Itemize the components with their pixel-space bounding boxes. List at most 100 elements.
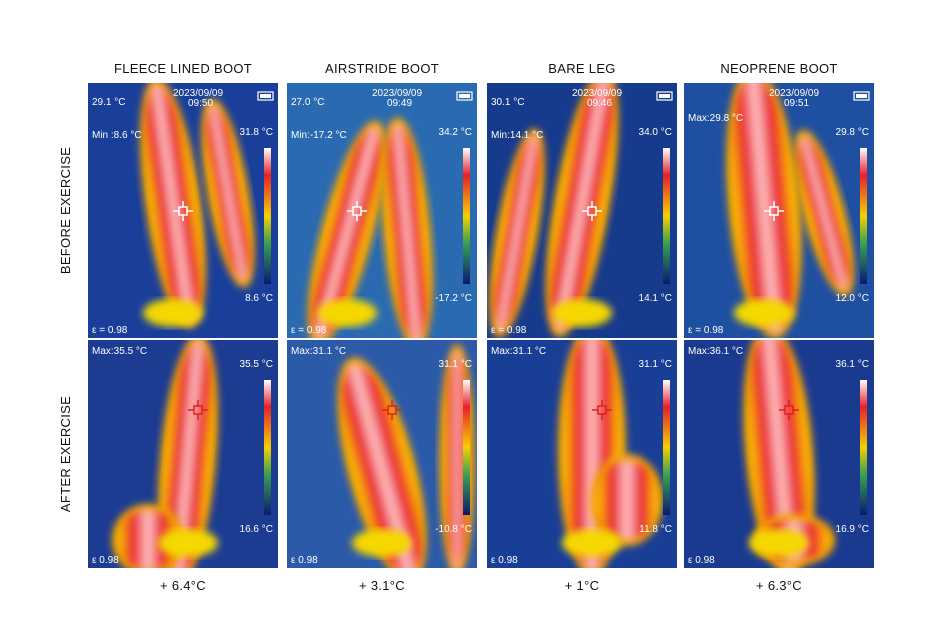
date: 2023/09/09 [173,88,223,99]
leg-core [494,134,540,332]
leg-core [732,83,796,333]
stat: Max:35.5 °C [92,346,147,357]
scale-min: 12.0 °C [836,293,869,304]
leg-core [445,350,469,568]
stat: Max:29.8 °C [688,113,743,124]
reading: 30.1 °C [491,97,524,108]
leg-core [386,123,428,338]
scale-max: 31.1 °C [639,359,672,370]
leg-core [798,135,850,291]
color-scale [860,148,867,284]
temperature-change: + 1°C [565,578,600,593]
emissivity: ε = 0.98 [491,325,527,336]
column-title: AIRSTRIDE BOOT [325,61,439,76]
row-label: AFTER EXERCISE [58,396,73,512]
reading: 29.1 °C [92,97,125,108]
time: 09:50 [188,98,213,109]
scale-min: -10.8 °C [435,524,472,535]
leg-core [206,104,250,282]
column-title: NEOPRENE BOOT [720,61,837,76]
color-scale [264,380,271,515]
battery-level [659,94,670,98]
battery [456,91,473,101]
crosshair-lines [382,400,402,420]
date: 2023/09/09 [572,88,622,99]
crosshair-lines [592,400,612,420]
time: 09:46 [587,98,612,109]
hoof [749,529,809,557]
color-scale [264,148,271,284]
leg-core [145,84,201,322]
battery-level [459,94,470,98]
hoof [143,299,203,327]
crosshair-lines [582,201,602,221]
battery [257,91,274,101]
image-content [287,83,477,338]
leg-core [550,83,614,332]
crosshair-lines [347,201,367,221]
column-title: FLEECE LINED BOOT [114,61,252,76]
thermal-image: Max:31.1 °C 31.1 °C 11.8 °C ε 0.98 [487,340,677,568]
hoof [158,529,218,557]
emissivity: ε = 0.98 [291,325,327,336]
hoof [352,529,412,557]
color-scale [663,380,670,515]
reading: 27.0 °C [291,97,324,108]
date: 2023/09/09 [769,88,819,99]
emissivity: ε 0.98 [92,555,119,566]
scale-max: 34.2 °C [439,127,472,138]
scale-min: 11.8 °C [639,524,672,535]
image-content [88,83,278,338]
emissivity: ε 0.98 [688,555,715,566]
color-scale [463,148,470,284]
scale-max: 34.0 °C [639,127,672,138]
hoof [552,299,612,327]
scale-min: 16.6 °C [240,524,273,535]
image-content [88,340,278,568]
thermal-image: Max:35.5 °C 35.5 °C 16.6 °C ε 0.98 [88,340,278,568]
temperature-change: + 6.3°C [756,578,802,593]
temperature-change: + 3.1°C [359,578,405,593]
crosshair-lines [764,201,784,221]
scale-max: 35.5 °C [240,359,273,370]
scale-min: 16.9 °C [836,524,869,535]
leg-core [597,460,657,540]
crosshair-lines [779,400,799,420]
stat: Max:31.1 °C [491,346,546,357]
stat: Min:-17.2 °C [291,130,347,141]
image-content [487,340,677,568]
scale-max: 29.8 °C [836,127,869,138]
color-scale [463,380,470,515]
hoof [562,529,622,557]
leg-core [312,126,382,338]
temperature-change: + 6.4°C [160,578,206,593]
row-label: BEFORE EXERCISE [58,147,73,274]
image-content [684,340,874,568]
stat: Max:31.1 °C [291,346,346,357]
crosshair-lines [188,400,208,420]
thermal-image: Max:31.1 °C 31.1 °C -10.8 °C ε 0.98 [287,340,477,568]
scale-min: -17.2 °C [435,293,472,304]
hoof [317,299,377,327]
battery-level [856,94,867,98]
emissivity: ε = 0.98 [688,325,724,336]
column-title: BARE LEG [548,61,615,76]
emissivity: ε = 0.98 [92,325,128,336]
thermal-image: Max:36.1 °C 36.1 °C 16.9 °C ε 0.98 [684,340,874,568]
battery [853,91,870,101]
stat: Max:36.1 °C [688,346,743,357]
hoof [734,299,794,327]
battery-level [260,94,271,98]
battery [656,91,673,101]
stat: Min :8.6 °C [92,130,142,141]
time: 09:51 [784,98,809,109]
leg-core [118,510,178,568]
stat: Min:14.1 °C [491,130,543,141]
leg-core [749,340,809,568]
scale-max: 31.1 °C [439,359,472,370]
